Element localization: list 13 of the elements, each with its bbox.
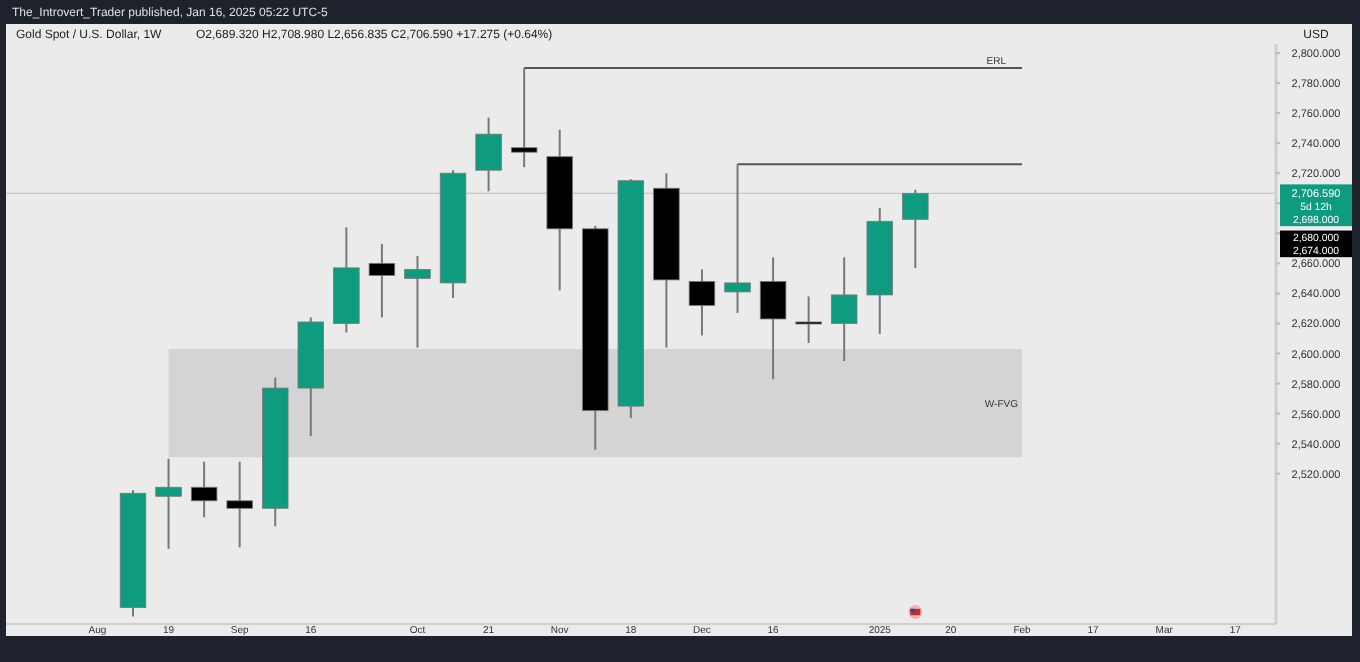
candlestick [475, 116, 502, 193]
candlestick [404, 254, 431, 349]
candlestick [688, 268, 716, 337]
candlestick [368, 242, 396, 319]
candlestick [795, 295, 822, 345]
candlestick [190, 460, 218, 519]
candlestick [510, 67, 538, 169]
candlestick [155, 457, 182, 550]
candlestick [226, 460, 253, 549]
candlestick [902, 188, 929, 270]
candlestick [724, 163, 751, 314]
candlestick [759, 256, 787, 381]
candlestick [831, 256, 858, 363]
